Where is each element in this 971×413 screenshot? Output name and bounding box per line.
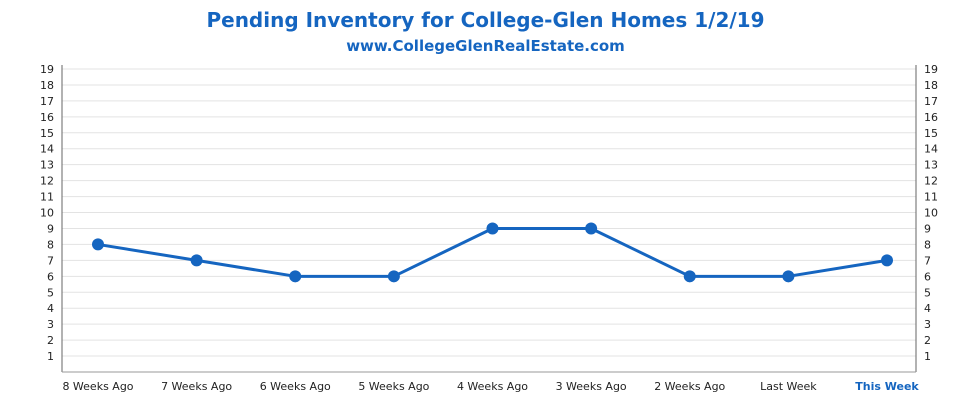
data-point: [782, 270, 795, 283]
y-tick-label-left: 8: [47, 238, 54, 251]
y-tick-label-right: 5: [924, 286, 931, 299]
y-tick-label-right: 8: [924, 238, 931, 251]
y-tick-label-right: 1: [924, 350, 931, 363]
data-point: [683, 270, 696, 283]
y-tick-label-left: 16: [40, 111, 54, 124]
y-tick-label-right: 18: [924, 79, 938, 92]
y-tick-label-left: 6: [47, 270, 54, 283]
x-tick-label: 2 Weeks Ago: [654, 380, 725, 393]
y-tick-label-left: 11: [40, 191, 54, 204]
chart-subtitle: www.CollegeGlenRealEstate.com: [346, 37, 625, 55]
y-tick-label-left: 15: [40, 127, 54, 140]
x-tick-label: This Week: [855, 380, 919, 393]
x-tick-label: 5 Weeks Ago: [358, 380, 429, 393]
y-tick-label-left: 12: [40, 175, 54, 188]
y-tick-label-left: 4: [47, 302, 54, 315]
y-tick-label-left: 17: [40, 95, 54, 108]
x-tick-label: 7 Weeks Ago: [161, 380, 232, 393]
data-point: [92, 238, 104, 251]
chart-title: Pending Inventory for College-Glen Homes…: [206, 8, 765, 32]
y-tick-label-right: 3: [924, 318, 931, 331]
y-tick-label-right: 15: [924, 127, 938, 140]
y-tick-label-right: 4: [924, 302, 931, 315]
y-tick-label-right: 2: [924, 334, 931, 347]
x-tick-label: 8 Weeks Ago: [62, 380, 133, 393]
y-tick-label-left: 19: [40, 63, 54, 76]
y-tick-label-right: 13: [924, 159, 938, 172]
series-line: [97, 226, 888, 278]
y-tick-label-left: 14: [40, 143, 54, 156]
y-tick-label-left: 2: [47, 334, 54, 347]
y-tick-label-right: 11: [924, 191, 938, 204]
data-point: [585, 222, 598, 235]
data-point: [486, 222, 499, 235]
y-tick-label-left: 9: [47, 222, 54, 235]
y-tick-label-right: 12: [924, 175, 938, 188]
y-tick-label-right: 9: [924, 222, 931, 235]
y-tick-label-right: 17: [924, 95, 938, 108]
y-tick-label-right: 7: [924, 254, 931, 267]
x-tick-label: 6 Weeks Ago: [260, 380, 331, 393]
data-point: [190, 254, 203, 267]
y-tick-label-left: 3: [47, 318, 54, 331]
x-tick-label: 4 Weeks Ago: [457, 380, 528, 393]
x-tick-label: Last Week: [760, 380, 817, 393]
y-tick-label-left: 18: [40, 79, 54, 92]
y-tick-label-right: 19: [924, 63, 938, 76]
y-tick-label-right: 16: [924, 111, 938, 124]
data-point: [289, 270, 302, 283]
y-tick-label-left: 5: [47, 286, 54, 299]
data-point: [387, 270, 400, 283]
x-tick-label: 3 Weeks Ago: [556, 380, 627, 393]
y-tick-label-left: 7: [47, 254, 54, 267]
y-tick-label-left: 1: [47, 350, 54, 363]
y-tick-label-right: 6: [924, 270, 931, 283]
y-tick-label-left: 10: [40, 207, 54, 220]
y-tick-label-right: 10: [924, 207, 938, 220]
data-point: [881, 254, 893, 267]
y-tick-label-right: 14: [924, 143, 938, 156]
y-tick-label-left: 13: [40, 159, 54, 172]
